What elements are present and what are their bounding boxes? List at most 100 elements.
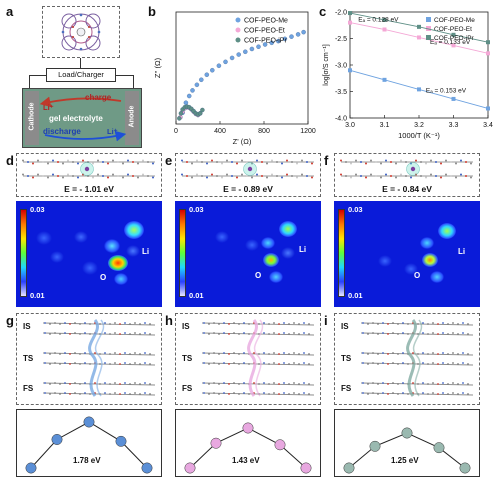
atom: [268, 363, 270, 365]
atom: [208, 383, 210, 385]
atom: [218, 323, 220, 325]
molecular-structure-f: [340, 159, 473, 179]
atom: [467, 323, 469, 325]
atom: [251, 176, 253, 179]
framework-layer: [360, 352, 474, 356]
migration-path-i: [360, 319, 474, 397]
atom: [149, 323, 151, 325]
atom: [415, 159, 417, 162]
framework-layer: [201, 332, 315, 336]
atom: [104, 322, 106, 324]
atom: [238, 333, 240, 335]
atom: [64, 322, 66, 324]
image-node: [141, 462, 153, 474]
framework-layer: [42, 332, 156, 336]
atom: [89, 333, 91, 335]
atom: [114, 382, 116, 384]
atom: [49, 393, 51, 395]
atom: [362, 382, 364, 384]
atom: [377, 333, 379, 335]
atom: [44, 352, 46, 354]
atom: [437, 333, 439, 335]
atom: [382, 382, 384, 384]
atom: [467, 333, 469, 335]
atom: [303, 362, 305, 364]
atom: [283, 352, 285, 354]
energy-label-f: E = - 0.84 eV: [382, 184, 432, 194]
data-point: [282, 36, 288, 42]
atom: [203, 362, 205, 364]
atom: [84, 322, 86, 324]
atom: [278, 393, 280, 395]
atom: [362, 322, 364, 324]
atom: [293, 352, 295, 354]
load-charger-label: Load/Charger: [58, 70, 104, 79]
colorbar-e: [179, 209, 186, 297]
atom: [107, 162, 109, 165]
atom: [372, 362, 374, 364]
atom: [437, 353, 439, 355]
charge-density-map-d: 0.03 0.01 Li O: [16, 201, 162, 307]
atom: [405, 161, 407, 163]
atom: [72, 161, 74, 163]
atom: [382, 352, 384, 354]
atom: [52, 173, 54, 176]
atom: [442, 332, 444, 334]
atom: [258, 363, 260, 365]
atom: [127, 173, 129, 176]
atom: [301, 173, 303, 176]
framework-layer: [42, 352, 156, 356]
atom: [69, 363, 71, 365]
atom: [243, 352, 245, 354]
atom: [223, 392, 225, 394]
atom: [218, 393, 220, 395]
atom: [139, 383, 141, 385]
image-node: [184, 462, 196, 474]
atom: [263, 322, 265, 324]
y-axis-label: log[σ/S cm⁻¹]: [323, 44, 330, 86]
atom: [470, 176, 472, 179]
atom: [271, 159, 273, 162]
atom: [425, 176, 427, 179]
atom: [213, 322, 215, 324]
atom: [360, 161, 362, 163]
atom: [64, 362, 66, 364]
activation-energy-label: Eₐ = 0.128 eV: [358, 17, 399, 24]
panel-label-e: e: [165, 153, 173, 168]
data-point: [262, 42, 268, 47]
atom: [288, 393, 290, 395]
atom: [298, 323, 300, 325]
atom: [243, 362, 245, 364]
atom: [407, 393, 409, 395]
atom: [288, 363, 290, 365]
data-point: [249, 46, 255, 52]
atom: [405, 175, 407, 177]
data-point: [269, 40, 274, 46]
atom: [372, 332, 374, 334]
atom: [367, 323, 369, 325]
atom: [59, 393, 61, 395]
atom: [59, 333, 61, 335]
atom: [109, 353, 111, 355]
atom: [134, 352, 136, 354]
atom: [397, 333, 399, 335]
atom: [288, 323, 290, 325]
data-point: [382, 77, 387, 82]
x-tick-label: 400: [214, 128, 226, 135]
framework-layer: [360, 322, 474, 326]
atom: [261, 161, 263, 163]
atom: [263, 352, 265, 354]
atom: [268, 383, 270, 385]
atom: [278, 383, 280, 385]
atom: [298, 363, 300, 365]
atom: [104, 362, 106, 364]
legend-label: COF-PEO-Me: [244, 18, 288, 25]
atom: [67, 159, 69, 162]
image-node: [300, 462, 312, 474]
data-point: [177, 116, 182, 121]
atom: [311, 162, 313, 165]
data-point: [295, 32, 301, 37]
atom: [420, 161, 422, 163]
panel-f: E = - 0.84 eV 0.03 0.01 Li O: [332, 153, 482, 310]
atom: [203, 392, 205, 394]
